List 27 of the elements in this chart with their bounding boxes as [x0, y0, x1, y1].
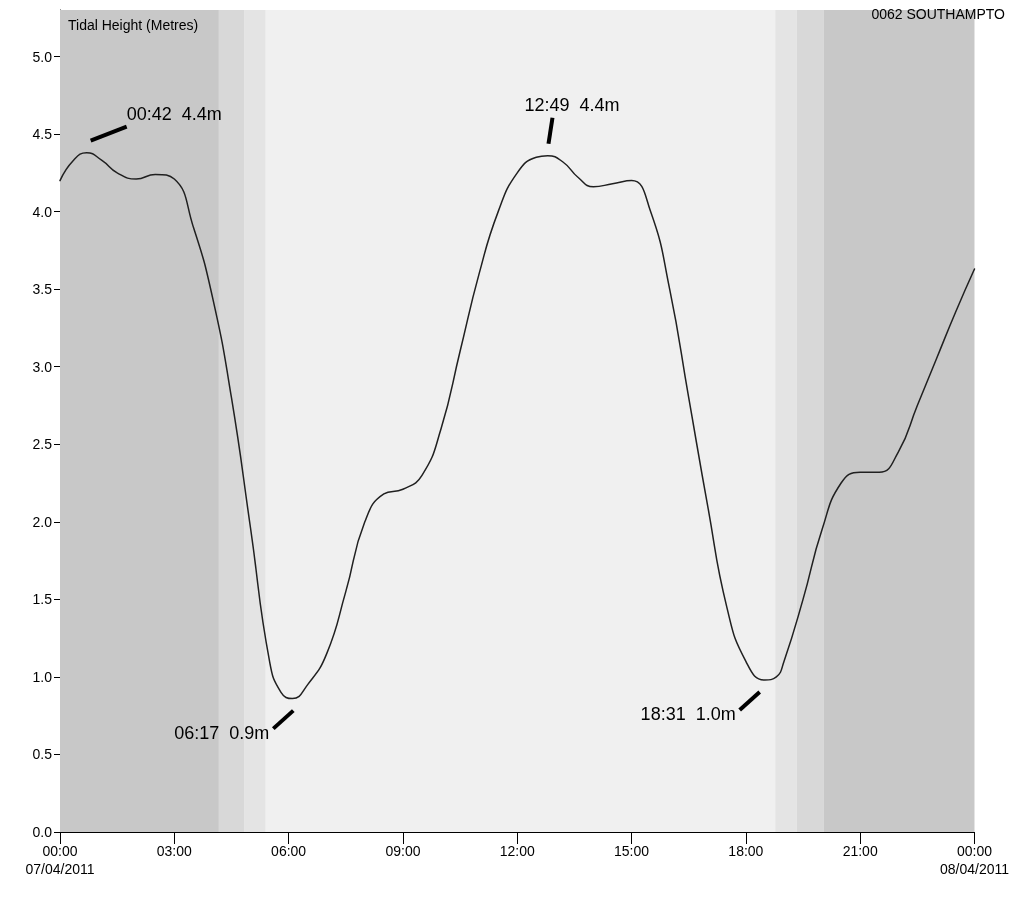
- annotation: 00:42 4.4m: [126, 103, 222, 124]
- x-tick-label: 09:00: [385, 843, 421, 859]
- y-tick-label: 0.0: [32, 824, 53, 840]
- x-tick-label: 18:00: [728, 843, 764, 859]
- y-tick-label: 4.0: [32, 203, 53, 220]
- x-tick-label: 21:00: [842, 843, 878, 859]
- x-tick-label: 00:00 08/04/2011: [939, 843, 1010, 877]
- x-tick-label: 00:00 07/04/2011: [25, 843, 95, 877]
- y-tick-label: 3.5: [32, 281, 53, 298]
- y-axis-title: Tidal Height (Metres): [68, 17, 199, 33]
- x-tick-label: 03:00: [156, 843, 193, 859]
- annotation: 06:17 0.9m: [174, 722, 270, 743]
- y-tick-label: 5.0: [32, 48, 53, 65]
- x-tick-label: 12:00: [499, 843, 535, 859]
- y-tick-label: 2.0: [32, 513, 53, 530]
- y-tick-label: 3.0: [32, 358, 53, 375]
- x-tick-label: 15:00: [614, 843, 650, 859]
- annotation: 18:31 1.0m: [640, 704, 736, 725]
- annotation: 12:49 4.4m: [524, 94, 620, 115]
- y-tick-label: 4.5: [32, 126, 53, 143]
- y-tick-label: 2.5: [32, 436, 53, 453]
- chart-title: 0062 SOUTHAMPTO: [871, 6, 1006, 22]
- line-series: [59, 151, 976, 700]
- x-tick-label: 06:00: [271, 843, 307, 859]
- y-tick-label: 1.0: [32, 668, 53, 685]
- y-tick-label: 1.5: [32, 591, 53, 608]
- y-tick-label: 0.5: [32, 746, 53, 763]
